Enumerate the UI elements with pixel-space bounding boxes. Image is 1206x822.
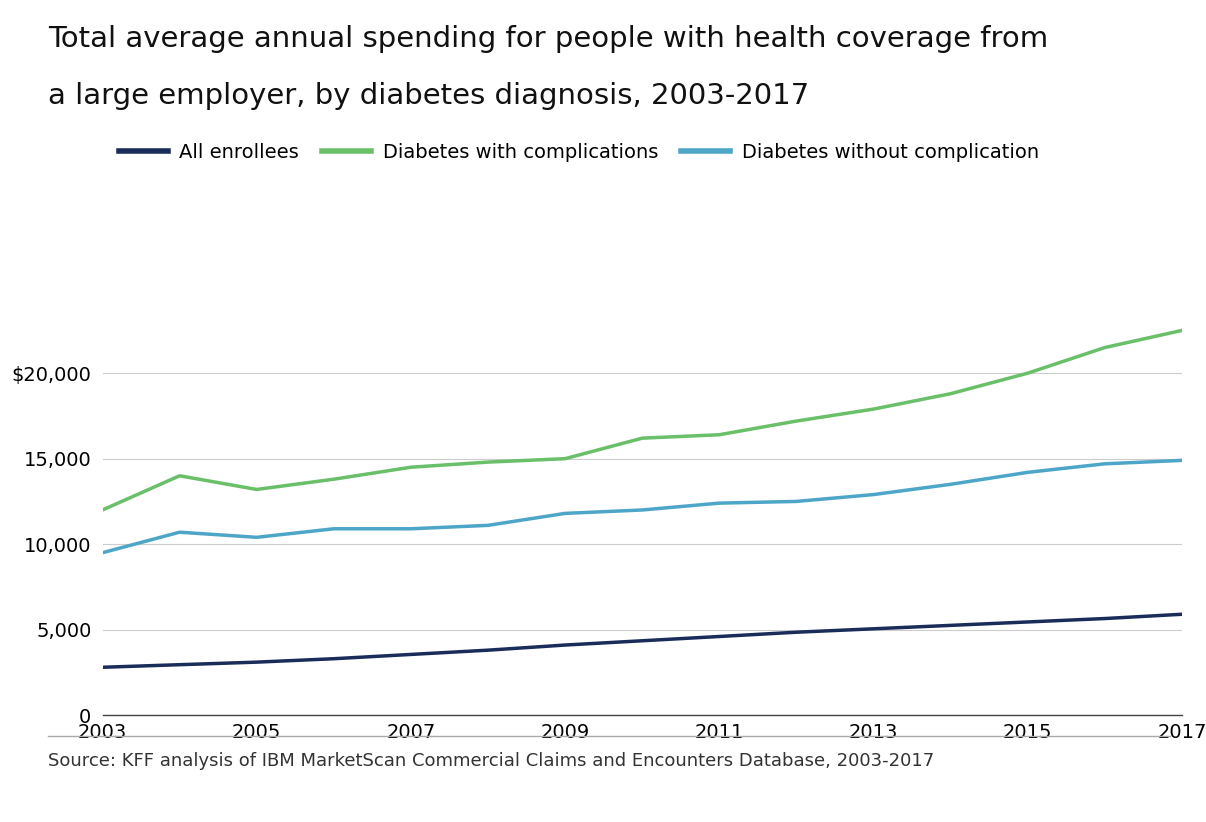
Text: Total average annual spending for people with health coverage from: Total average annual spending for people… — [48, 25, 1048, 53]
Legend: All enrollees, Diabetes with complications, Diabetes without complication: All enrollees, Diabetes with complicatio… — [111, 135, 1047, 169]
Text: a large employer, by diabetes diagnosis, 2003-2017: a large employer, by diabetes diagnosis,… — [48, 82, 809, 110]
Text: Source: KFF analysis of IBM MarketScan Commercial Claims and Encounters Database: Source: KFF analysis of IBM MarketScan C… — [48, 752, 935, 770]
